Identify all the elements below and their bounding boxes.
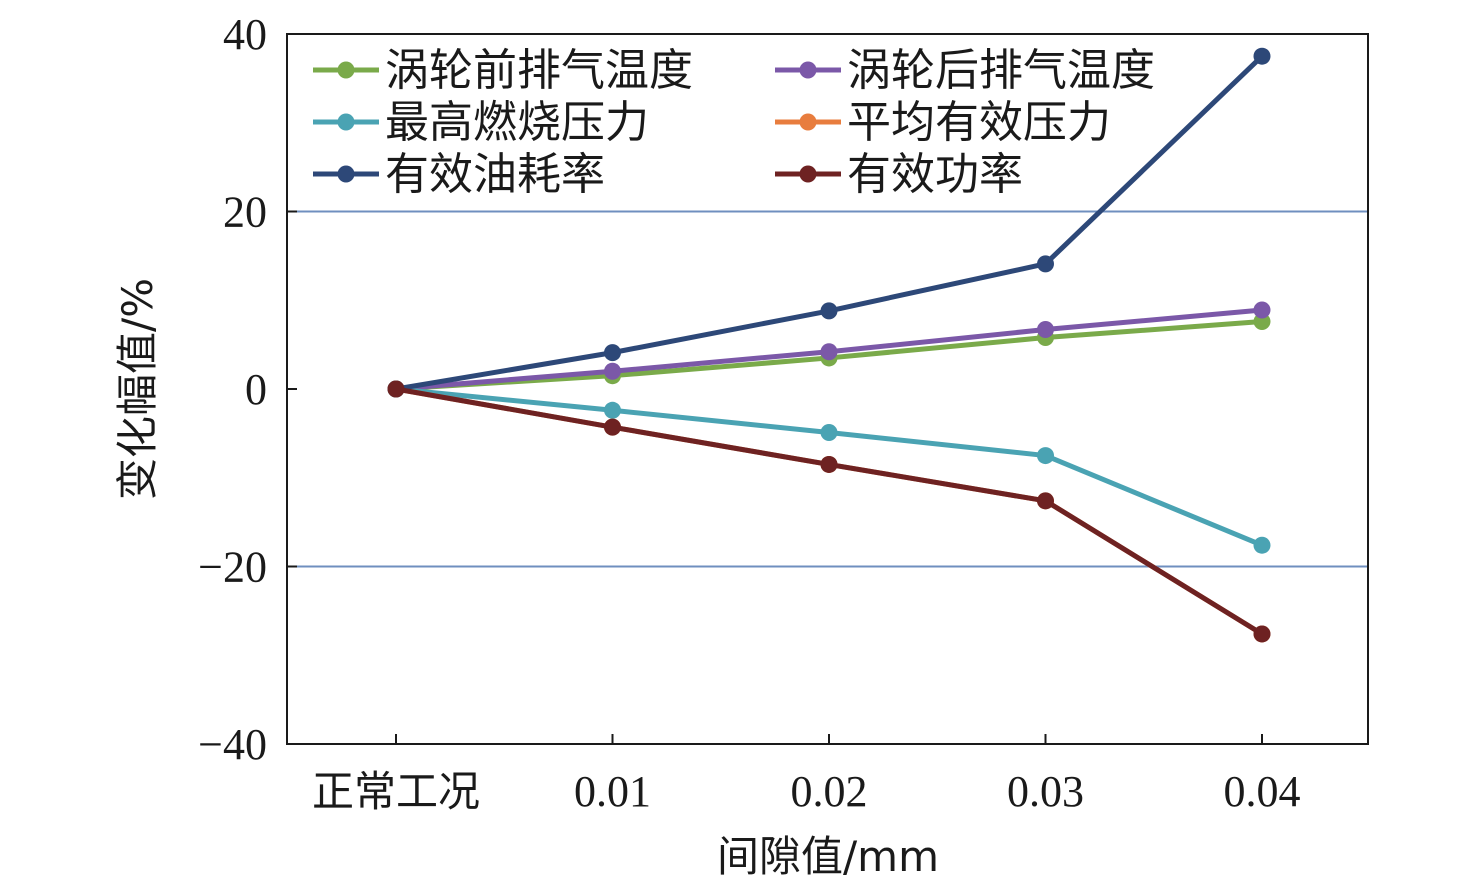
legend-swatch-marker xyxy=(799,165,817,183)
legend-swatch-marker xyxy=(799,61,817,79)
data-point xyxy=(387,380,405,398)
data-point xyxy=(1253,625,1271,643)
data-point xyxy=(1253,47,1271,65)
data-point xyxy=(1037,447,1054,465)
data-point xyxy=(1253,301,1271,319)
x-tick-label: 0.01 xyxy=(574,767,651,816)
y-tick-label: 40 xyxy=(223,10,267,59)
data-point xyxy=(604,362,621,380)
data-point xyxy=(820,423,838,441)
data-point xyxy=(604,418,621,436)
y-axis: 40 20 0 −20 −40 xyxy=(198,10,297,769)
x-axis: 正常工况 0.01 0.02 0.03 0.04 xyxy=(312,734,1301,816)
legend-item: 有效功率 xyxy=(775,149,1023,200)
data-point xyxy=(604,401,621,419)
legend-label: 有效功率 xyxy=(847,149,1023,200)
legend-item: 涡轮后排气温度 xyxy=(775,45,1155,96)
series-layer xyxy=(387,47,1271,643)
legend-label: 有效油耗率 xyxy=(385,149,605,200)
data-point xyxy=(1253,536,1271,554)
data-point xyxy=(820,455,838,473)
y-tick-label: −20 xyxy=(198,543,267,592)
data-point xyxy=(1037,321,1054,339)
data-point xyxy=(820,343,838,361)
y-tick-label: −40 xyxy=(198,720,267,769)
x-axis-title: 间隙值/mm xyxy=(717,832,939,881)
data-point xyxy=(604,344,621,362)
data-point xyxy=(820,302,838,320)
x-tick-label: 0.02 xyxy=(791,767,868,816)
legend-swatch-marker xyxy=(337,113,355,131)
legend-swatch-marker xyxy=(799,113,817,131)
legend-item: 平均有效压力 xyxy=(775,97,1111,148)
legend-item: 最高燃烧压力 xyxy=(313,97,649,148)
x-tick-label: 0.04 xyxy=(1224,767,1301,816)
data-point xyxy=(1037,255,1054,273)
y-tick-label: 20 xyxy=(223,188,267,237)
y-axis-title: 变化幅值/% xyxy=(113,278,162,500)
series-6 xyxy=(387,380,1271,643)
x-tick-label: 正常工况 xyxy=(312,767,480,816)
legend-label: 平均有效压力 xyxy=(847,97,1111,148)
data-point xyxy=(1037,492,1054,510)
legend-item: 涡轮前排气温度 xyxy=(313,45,693,96)
x-tick-label: 0.03 xyxy=(1007,767,1084,816)
reference-lines xyxy=(287,210,1368,568)
series-4 xyxy=(387,380,1271,643)
y-tick-label: 0 xyxy=(245,365,267,414)
legend-swatch-marker xyxy=(337,165,355,183)
legend-item: 有效油耗率 xyxy=(313,149,605,200)
legend-swatch-marker xyxy=(337,61,355,79)
legend-label: 最高燃烧压力 xyxy=(385,97,649,148)
legend-label: 涡轮后排气温度 xyxy=(847,45,1155,96)
legend-label: 涡轮前排气温度 xyxy=(385,45,693,96)
